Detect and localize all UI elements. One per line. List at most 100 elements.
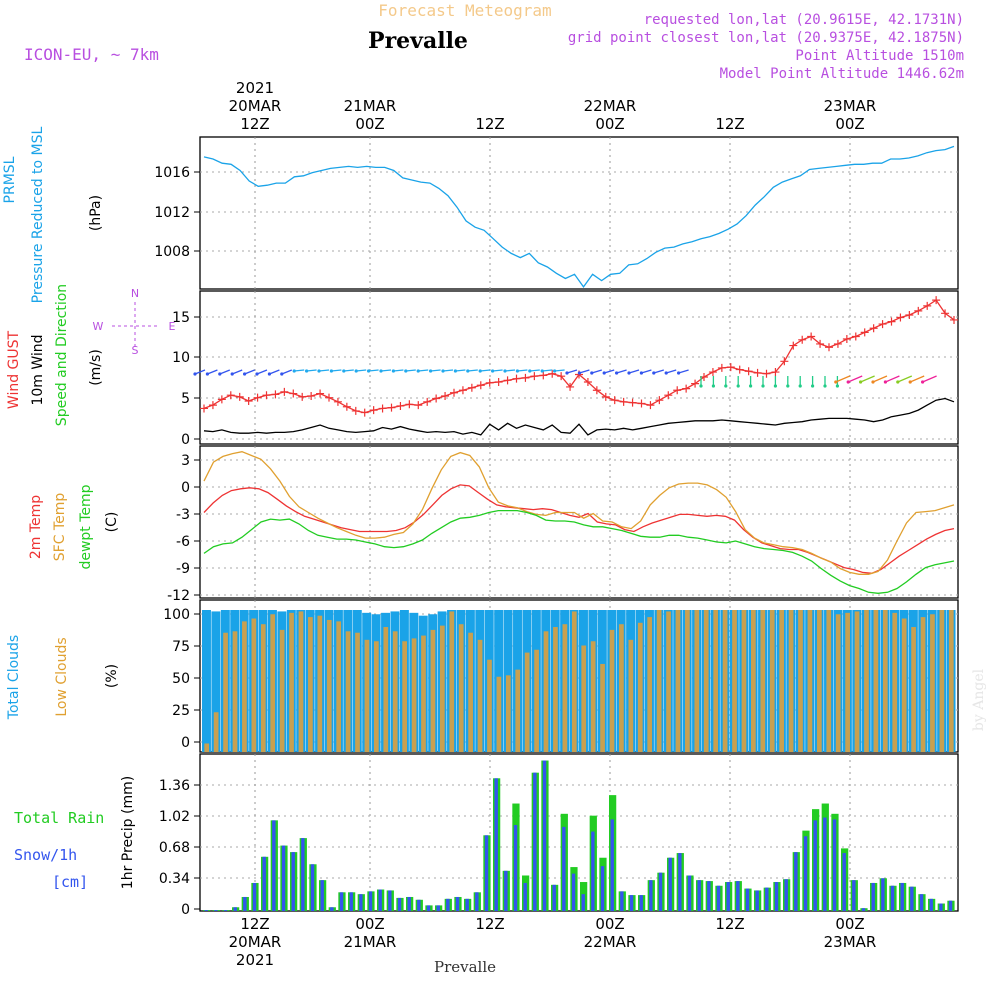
gust-marker [601, 392, 610, 401]
wind-arrow-head [835, 384, 840, 388]
snow-bar [629, 895, 634, 911]
snow-bar [832, 819, 837, 911]
gust-marker [530, 372, 539, 381]
gust-marker [637, 399, 646, 408]
snow-bar [552, 884, 556, 911]
wind-arrow-head [243, 372, 247, 376]
wind-arrow [318, 369, 330, 372]
low-cloud-bar [317, 615, 323, 752]
gust-marker [298, 392, 307, 401]
snow-bar [214, 910, 218, 911]
snow-bar [871, 882, 875, 911]
wind-arrow-head [773, 384, 778, 388]
wind-arrow-head [798, 384, 802, 388]
wind-arrow-head [724, 384, 728, 388]
gust-marker [771, 368, 780, 377]
snow-bar [513, 825, 518, 911]
snow-bar [687, 875, 692, 911]
temperature-frame [199, 445, 959, 599]
low-cloud-bar [882, 610, 888, 752]
panel-label: 10m Wind [30, 334, 46, 405]
low-cloud-bar [864, 610, 869, 752]
wind-arrow-head [317, 369, 321, 373]
low-cloud-bar [411, 638, 417, 752]
wind-arrow-head [453, 369, 457, 373]
gust-marker [557, 372, 566, 381]
wind-arrow-head [736, 384, 740, 388]
wind-arrow [405, 369, 416, 372]
wind-arrow-head [615, 371, 619, 375]
wind-arrow [343, 369, 354, 372]
temperature-series-line [203, 451, 955, 575]
wind-arrow [628, 369, 640, 374]
low-cloud-bar [232, 631, 238, 752]
y-tick-label: 50 [172, 671, 190, 687]
low-cloud-bar [543, 631, 549, 752]
wind-arrow [922, 375, 937, 383]
wind-arrow-head [553, 369, 557, 373]
low-cloud-bar [496, 676, 502, 752]
gust-marker [592, 386, 601, 395]
requested-coords: requested lon,lat (20.9615E, 42.1731N) [644, 12, 964, 28]
temperature-series-line [203, 509, 955, 594]
location-title: Prevalle [368, 28, 468, 54]
low-cloud-bar [703, 610, 709, 752]
gust-marker [923, 301, 932, 310]
snow-bar [349, 892, 353, 911]
gust-marker [333, 397, 342, 406]
snow-bar [504, 870, 508, 911]
wind-arrow [393, 369, 404, 372]
low-cloud-bar [571, 611, 577, 752]
gust-marker [860, 328, 869, 337]
snow-bar [697, 880, 701, 911]
snow-bar [426, 905, 431, 911]
wind-arrow [653, 369, 664, 374]
wind-arrow-head [664, 371, 668, 375]
wind-panel: 15 10 5 0 Wind GUST 10m Wind Speed and Directi… [6, 284, 959, 448]
low-cloud-bar [647, 617, 653, 752]
wind-arrow [591, 369, 602, 374]
gust-marker [503, 376, 512, 385]
snow-bar [484, 835, 489, 911]
gust-marker [387, 403, 396, 412]
gust-marker [539, 371, 548, 380]
gust-marker [673, 386, 682, 395]
wind-arrow-head [478, 369, 482, 373]
gust-marker [325, 393, 333, 402]
wind-arrow-head [379, 369, 383, 373]
snow-bar [707, 881, 711, 911]
point-altitude: Point Altitude 1510m [795, 48, 964, 64]
unit-label: (C) [104, 512, 120, 533]
gust-marker [262, 391, 271, 400]
unit-label: (m/s) [88, 349, 104, 386]
wind-arrow-head [528, 369, 532, 373]
y-tick-label: 10 [172, 350, 190, 366]
wind-arrow [835, 375, 851, 383]
snow-bar [475, 892, 479, 911]
wind-arrow [678, 369, 689, 374]
low-cloud-bar [619, 624, 624, 752]
wind-arrow-head [491, 369, 495, 373]
low-cloud-bar [732, 610, 737, 752]
y-tick-label: 0.68 [159, 840, 190, 856]
wind-arrow [442, 369, 454, 372]
gust-marker [780, 357, 789, 366]
y-tick-label: 75 [172, 639, 190, 655]
snow-bar [262, 856, 266, 911]
gust-marker [360, 408, 369, 417]
time-label-bottom: 00Z [835, 915, 864, 933]
wind-arrow-head [652, 371, 656, 375]
gust-marker [914, 306, 923, 315]
wind-arrow-head [846, 380, 850, 384]
panel-label: [cm] [52, 873, 88, 891]
snow-bar [755, 890, 759, 911]
wind-arrow [872, 375, 888, 383]
gust-marker [950, 315, 958, 324]
wind-arrow-head [639, 371, 644, 375]
snow-bar [939, 903, 943, 911]
gust-marker [583, 377, 592, 386]
low-cloud-bar [458, 624, 464, 752]
gust-marker [708, 368, 717, 377]
wind-arrow [194, 369, 206, 375]
time-label-top: 12Z [715, 115, 744, 133]
